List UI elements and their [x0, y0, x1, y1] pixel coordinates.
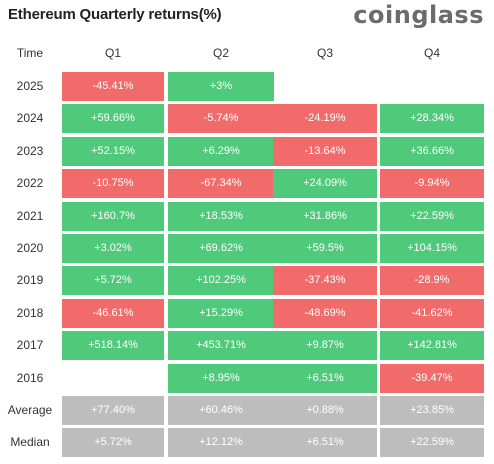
row-label-2023: 2023 [16, 143, 44, 158]
cell-median-q2: +12.12% [168, 428, 274, 458]
cell-2019-q4: -28.9% [380, 266, 484, 296]
cell-2016-q1 [62, 364, 164, 393]
cell-2018-q2: +15.29% [168, 298, 274, 328]
cell-2019-q3: -37.43% [273, 266, 377, 296]
row-label-2019: 2019 [16, 273, 44, 288]
cell-2016-q3: +6.51% [273, 363, 377, 393]
cell-2018-q4: -41.62% [380, 298, 484, 328]
row-label-2022: 2022 [16, 176, 44, 191]
cell-median-q4: +22.59% [380, 428, 484, 458]
cell-2024-q1: +59.66% [62, 104, 164, 134]
cell-2017-q4: +142.81% [380, 331, 484, 361]
cell-median-q1: +5.72% [62, 428, 164, 458]
cell-average-q2: +60.46% [168, 396, 274, 425]
row-label-average: Average [7, 403, 53, 417]
cell-2024-q3: -24.19% [273, 104, 377, 134]
cell-average-q1: +77.40% [62, 396, 164, 425]
column-header-q2: Q2 [212, 46, 229, 60]
cell-2025-q4 [380, 72, 484, 101]
cell-2023-q4: +36.66% [380, 136, 484, 166]
cell-2017-q1: +518.14% [62, 331, 164, 361]
cell-median-q3: +6.51% [273, 428, 377, 458]
row-label-2017: 2017 [16, 338, 44, 353]
row-label-2024: 2024 [16, 111, 44, 126]
cell-2021-q2: +18.53% [168, 201, 274, 231]
row-label-2020: 2020 [16, 241, 44, 255]
cell-2022-q1: -10.75% [62, 169, 164, 199]
cell-2021-q4: +22.59% [380, 201, 484, 231]
cell-2020-q4: +104.15% [380, 234, 484, 263]
cell-2021-q1: +160.7% [62, 201, 164, 231]
cell-2024-q4: +28.34% [380, 104, 484, 134]
cell-2017-q2: +453.71% [168, 331, 274, 361]
row-label-median: Median [10, 435, 50, 450]
cell-2020-q1: +3.02% [62, 234, 164, 263]
cell-2016-q4: -39.47% [380, 363, 484, 393]
cell-2021-q3: +31.86% [273, 201, 377, 231]
cell-2022-q3: +24.09% [273, 169, 377, 199]
page-title: Ethereum Quarterly returns(%) [8, 6, 222, 23]
cell-2023-q2: +6.29% [168, 136, 274, 166]
cell-2022-q4: -9.94% [380, 169, 484, 199]
corner-header: Time [16, 46, 44, 60]
column-header-q4: Q4 [423, 46, 440, 60]
cell-2024-q2: -5.74% [168, 104, 274, 134]
brand-logo: coinglass [353, 1, 484, 29]
cell-2017-q3: +9.87% [273, 331, 377, 361]
cell-2025-q1: -45.41% [62, 72, 164, 101]
row-label-2025: 2025 [16, 79, 44, 93]
row-label-2016: 2016 [16, 370, 44, 385]
row-label-2021: 2021 [16, 208, 44, 223]
row-label-2018: 2018 [16, 305, 44, 320]
cell-2016-q2: +8.95% [168, 363, 274, 393]
cell-2025-q2: +3% [168, 72, 274, 101]
cell-2025-q3 [273, 72, 377, 101]
cell-2023-q3: -13.64% [273, 136, 377, 166]
cell-2019-q2: +102.25% [168, 266, 274, 296]
cell-average-q4: +23.85% [380, 396, 484, 425]
cell-2018-q3: -48.69% [273, 298, 377, 328]
cell-2020-q2: +69.62% [168, 234, 274, 263]
cell-2019-q1: +5.72% [62, 266, 164, 296]
column-header-q1: Q1 [104, 46, 121, 60]
cell-2020-q3: +59.5% [273, 234, 377, 263]
column-header-q3: Q3 [316, 46, 333, 60]
cell-2023-q1: +52.15% [62, 136, 164, 166]
cell-2022-q2: -67.34% [168, 169, 274, 199]
cell-2018-q1: -46.61% [62, 298, 164, 328]
cell-average-q3: +0.88% [273, 396, 377, 425]
